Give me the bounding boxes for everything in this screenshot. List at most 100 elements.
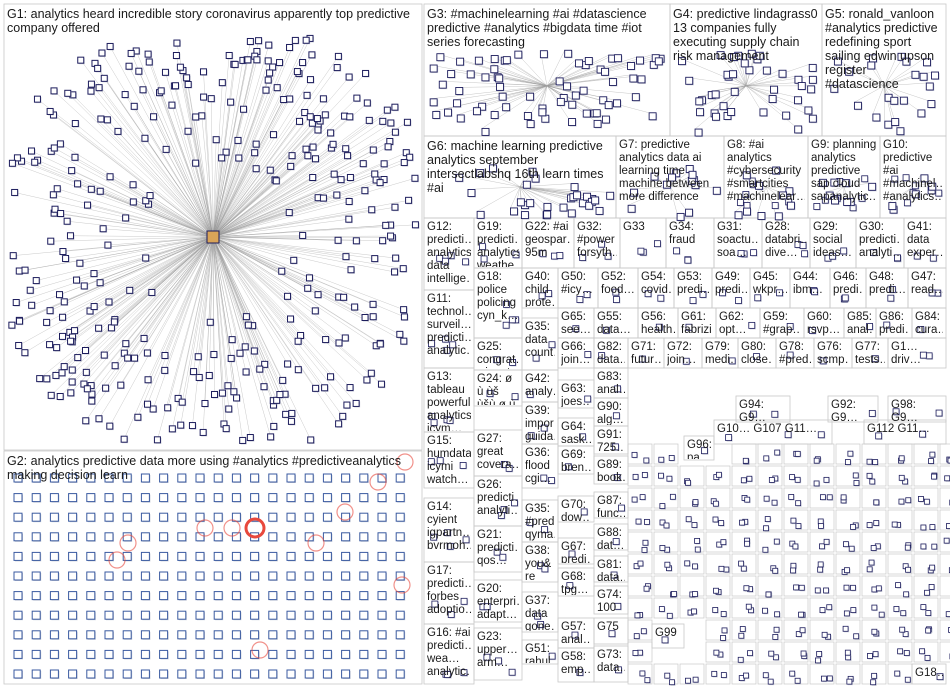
node	[250, 630, 260, 640]
node	[351, 303, 359, 311]
node	[429, 98, 438, 107]
edge	[491, 55, 548, 87]
group-cell	[557, 537, 595, 565]
node	[720, 539, 727, 546]
node	[764, 516, 771, 522]
edge	[100, 118, 214, 238]
node	[140, 610, 150, 620]
node	[493, 548, 501, 556]
node	[71, 120, 79, 128]
node	[730, 87, 739, 96]
node	[387, 232, 395, 240]
node	[231, 493, 241, 503]
node	[88, 397, 96, 405]
edge	[72, 94, 214, 238]
edge	[669, 186, 686, 210]
group-cell	[861, 465, 887, 487]
node	[148, 288, 156, 296]
node	[87, 185, 95, 193]
node	[268, 512, 278, 522]
node	[129, 198, 137, 206]
node	[391, 128, 399, 136]
node	[161, 351, 169, 359]
edge	[546, 50, 565, 86]
node	[861, 175, 869, 183]
node	[790, 567, 796, 574]
node	[784, 431, 792, 439]
edge	[37, 99, 214, 238]
edge	[467, 186, 521, 190]
edge	[125, 236, 214, 344]
node	[430, 533, 438, 541]
node	[104, 473, 114, 483]
edge	[65, 236, 214, 259]
node	[778, 69, 787, 78]
node	[444, 529, 451, 537]
self-loop-ring	[244, 517, 266, 539]
edge	[212, 236, 351, 388]
node	[888, 202, 897, 211]
node	[230, 388, 238, 396]
node	[467, 189, 476, 197]
group-cell	[783, 531, 809, 553]
node	[31, 630, 41, 640]
edge-layer	[11, 38, 932, 441]
node	[821, 631, 828, 638]
edge	[212, 182, 381, 238]
self-loop-ring	[336, 503, 354, 521]
node	[522, 180, 531, 189]
node	[377, 532, 387, 542]
node	[696, 108, 705, 117]
node	[919, 648, 925, 655]
node	[286, 591, 296, 601]
node	[740, 59, 749, 68]
node	[377, 649, 387, 659]
group-cell	[835, 531, 861, 553]
node	[786, 323, 794, 330]
node	[250, 493, 260, 503]
node	[571, 631, 579, 639]
edge	[91, 236, 214, 402]
node	[830, 84, 839, 93]
node	[346, 113, 354, 121]
edge	[212, 60, 269, 238]
group-cell	[557, 307, 595, 339]
node	[222, 148, 230, 156]
node	[808, 114, 817, 123]
node	[797, 82, 806, 90]
node	[96, 187, 104, 195]
node	[576, 296, 584, 303]
edge	[212, 144, 257, 238]
edge	[212, 236, 274, 427]
edge	[212, 236, 288, 297]
group-cell	[757, 509, 783, 531]
node	[568, 100, 577, 109]
node	[925, 627, 932, 634]
group-cell	[705, 641, 731, 663]
node	[86, 493, 96, 503]
node	[206, 318, 214, 326]
node	[13, 532, 23, 542]
group-cell	[887, 337, 947, 369]
node	[377, 473, 387, 483]
edge	[212, 236, 294, 261]
node	[341, 649, 351, 659]
node	[302, 145, 310, 153]
node	[890, 96, 899, 105]
edge	[202, 236, 214, 433]
node	[682, 357, 690, 365]
node	[526, 92, 535, 101]
group-cell	[651, 623, 685, 649]
group-cell	[713, 419, 833, 445]
node	[768, 95, 777, 104]
node	[322, 532, 332, 542]
edge	[212, 155, 348, 238]
node	[601, 115, 610, 124]
node	[162, 145, 170, 153]
node	[816, 651, 823, 657]
node	[666, 612, 673, 619]
node	[56, 291, 64, 299]
node	[303, 91, 311, 99]
edge	[212, 179, 377, 238]
edge	[872, 85, 885, 115]
